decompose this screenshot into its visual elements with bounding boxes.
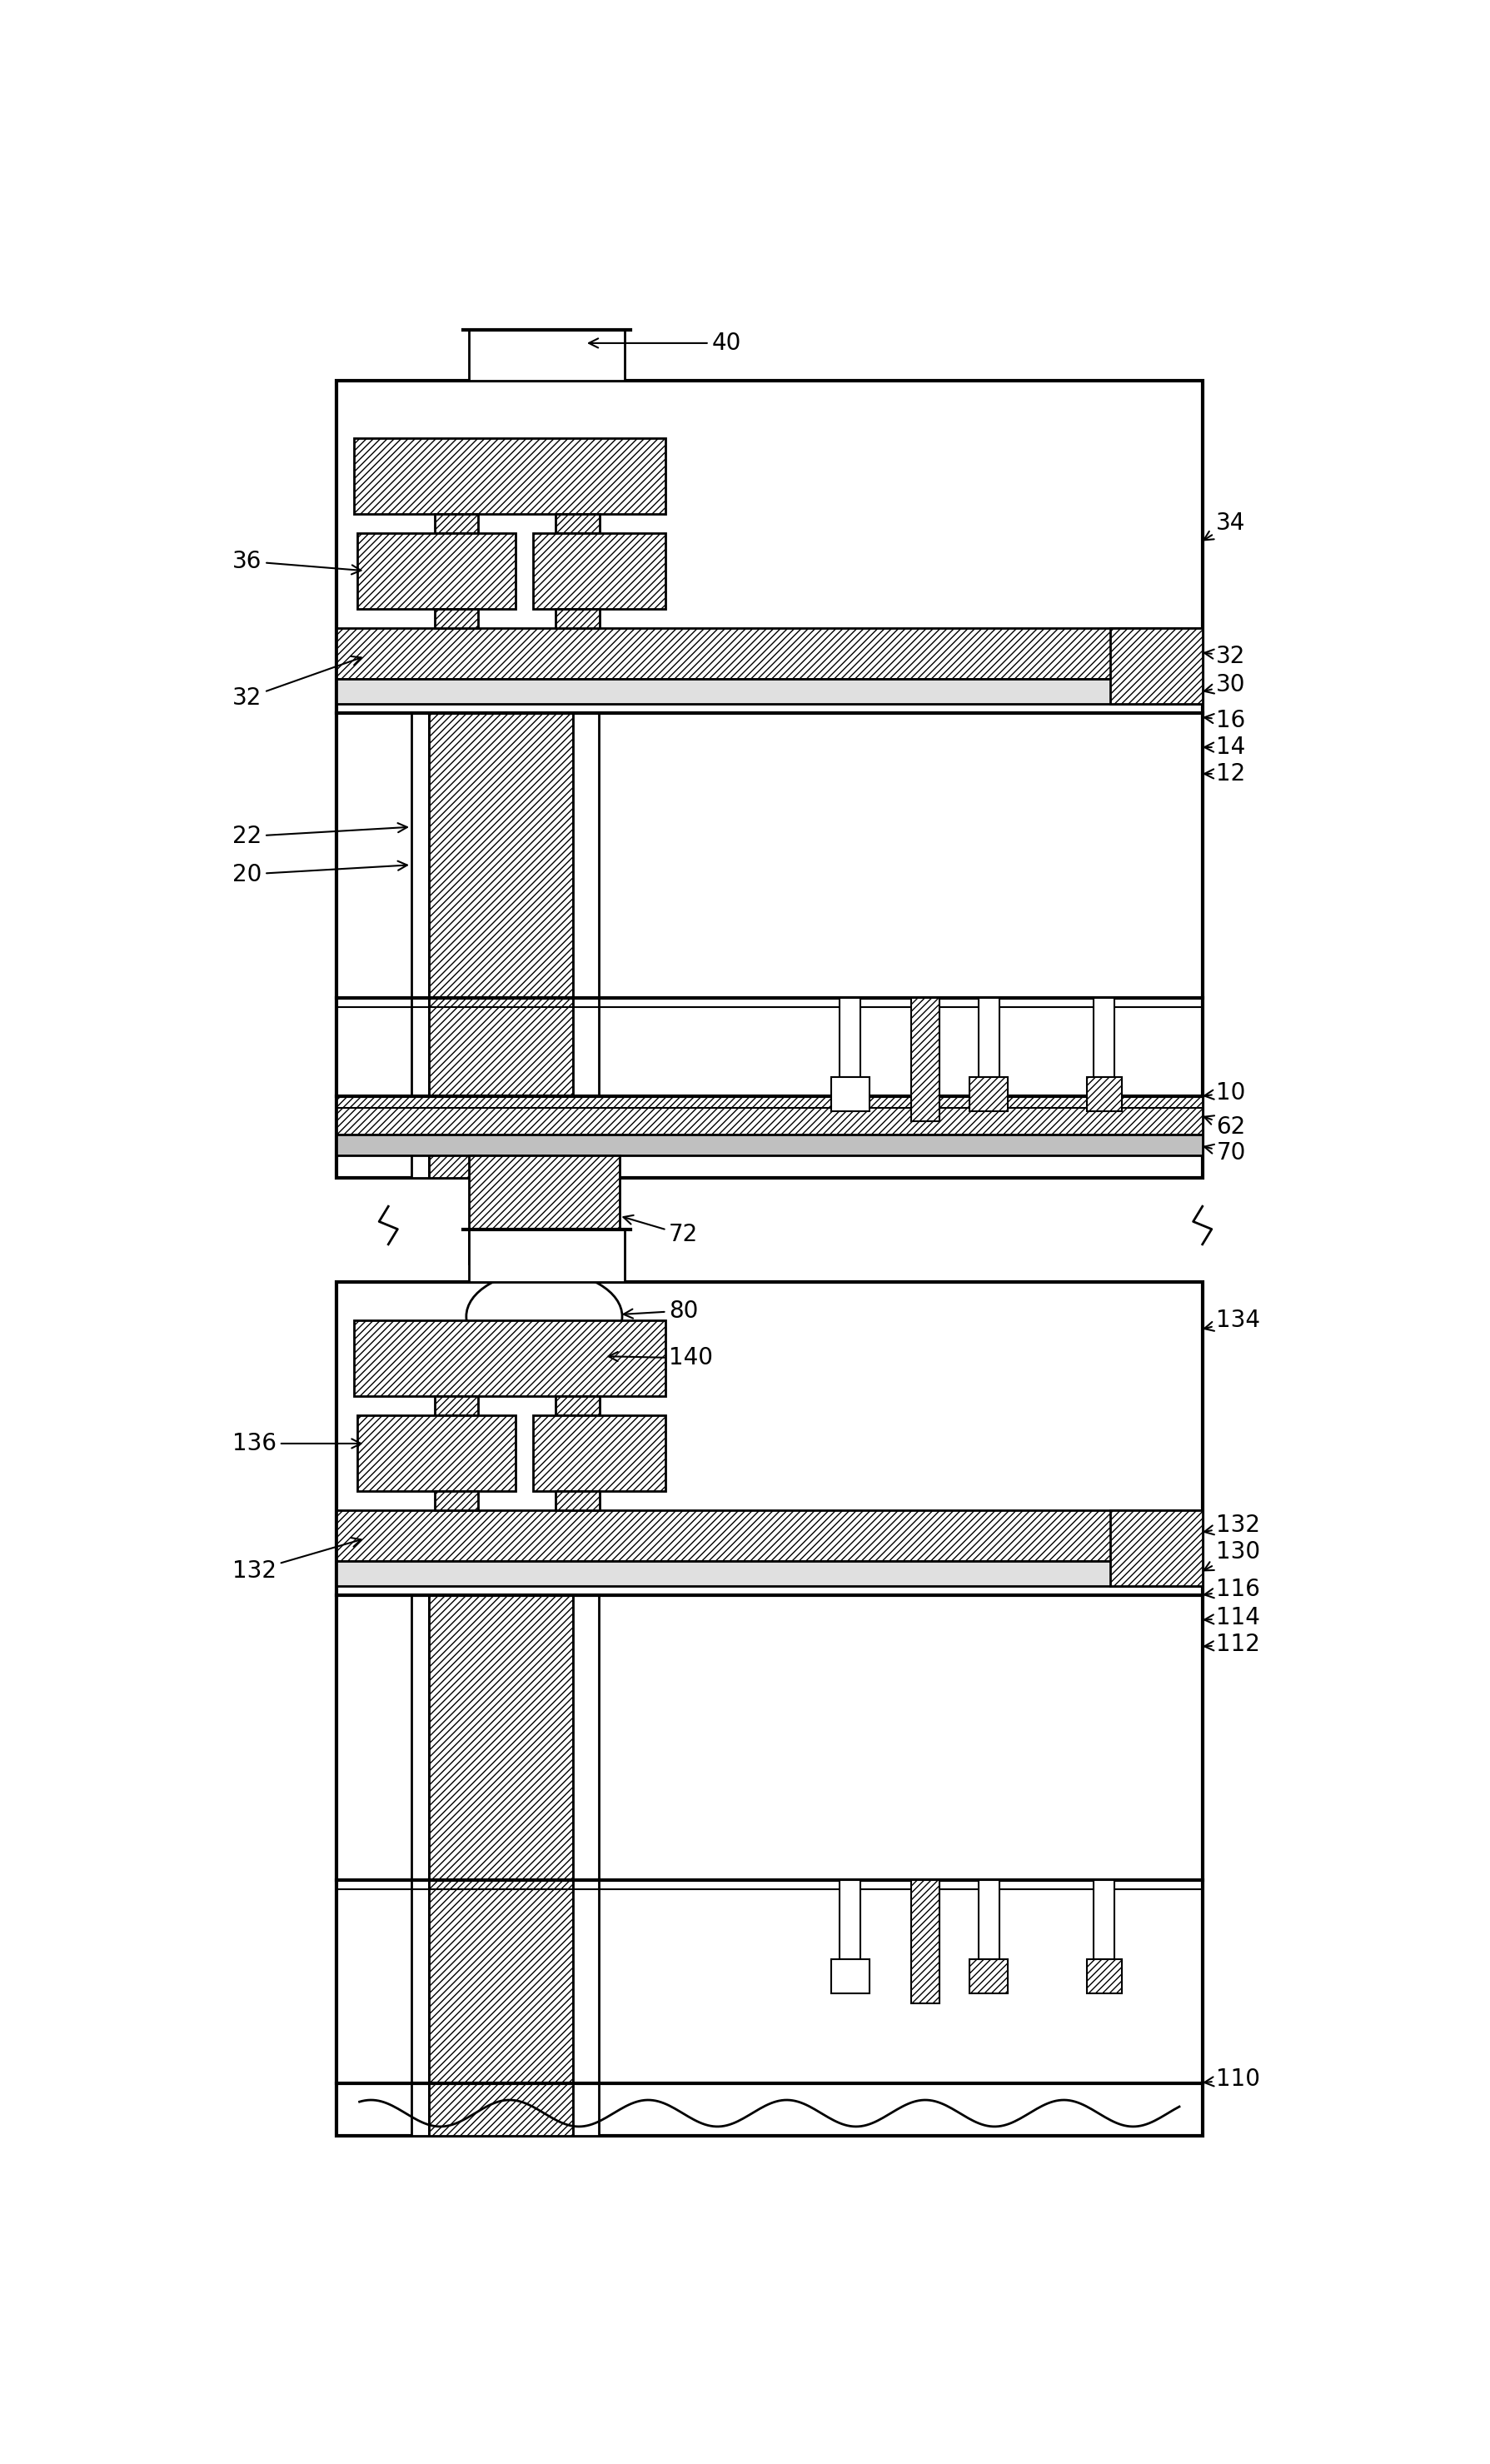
Bar [337,680,1202,705]
Text: 136: 136 [232,1432,361,1456]
Text: 116: 116 [1204,1577,1261,1602]
Bar [970,1959,1007,1993]
Text: 14: 14 [1204,737,1246,759]
Bar [533,532,666,609]
Text: 80: 80 [623,1299,699,1323]
Bar [556,1491,599,1510]
Text: 62: 62 [1204,1116,1246,1138]
Bar [533,1414,666,1491]
Bar [337,628,1202,680]
Text: 130: 130 [1204,1540,1261,1570]
Bar [429,712,574,1178]
Bar [556,515,599,532]
Text: 112: 112 [1204,1634,1261,1656]
Bar [979,1880,1000,1959]
Bar [574,712,599,1178]
Bar [912,998,939,1121]
Bar [469,1230,626,1281]
Text: 40: 40 [589,333,741,355]
Text: 140: 140 [608,1345,714,1370]
Bar [337,1133,1202,1156]
Text: 36: 36 [232,549,361,574]
Bar [1094,1880,1115,1959]
Bar [574,1594,599,2136]
Text: 10: 10 [1204,1082,1246,1104]
Bar [469,330,626,382]
Text: 16: 16 [1204,710,1246,732]
Bar [1094,998,1115,1077]
Text: 30: 30 [1204,673,1246,697]
Text: 70: 70 [1204,1141,1246,1165]
Bar [840,1880,861,1959]
Bar [487,1343,602,1365]
Bar [411,712,429,1178]
Bar [912,1880,939,2003]
Bar [970,1077,1007,1111]
Bar [1110,628,1202,705]
Text: 132: 132 [1204,1513,1261,1538]
Bar [840,998,861,1077]
Bar [337,1510,1202,1562]
Bar [979,998,1000,1077]
Bar [435,1397,478,1414]
Bar [469,1156,620,1264]
Bar [435,515,478,532]
Text: 20: 20 [232,860,407,887]
Text: 12: 12 [1204,761,1246,786]
Text: 132: 132 [232,1538,361,1582]
Bar [337,382,1202,1178]
Bar [831,1077,869,1111]
Bar [337,1562,1202,1587]
Bar [337,1096,1202,1133]
Bar [411,1594,429,2136]
Bar [337,1281,1202,2136]
Bar [1088,1959,1122,1993]
Bar [435,609,478,628]
Bar [353,1321,666,1397]
Text: 114: 114 [1204,1607,1261,1629]
Text: 32: 32 [1204,646,1246,668]
Text: 134: 134 [1204,1308,1261,1333]
Bar [358,1414,516,1491]
Text: 110: 110 [1204,2067,1261,2092]
Bar [429,1594,574,2136]
Text: 22: 22 [232,823,407,848]
Bar [831,1959,869,1993]
Text: 72: 72 [623,1215,699,1247]
Bar [358,532,516,609]
Bar [353,439,666,515]
Bar [435,1491,478,1510]
Bar [1088,1077,1122,1111]
Bar [556,609,599,628]
Bar [1110,1510,1202,1587]
Text: 34: 34 [1204,513,1246,540]
Text: 32: 32 [232,655,361,710]
Ellipse shape [466,1271,623,1363]
Bar [556,1397,599,1414]
